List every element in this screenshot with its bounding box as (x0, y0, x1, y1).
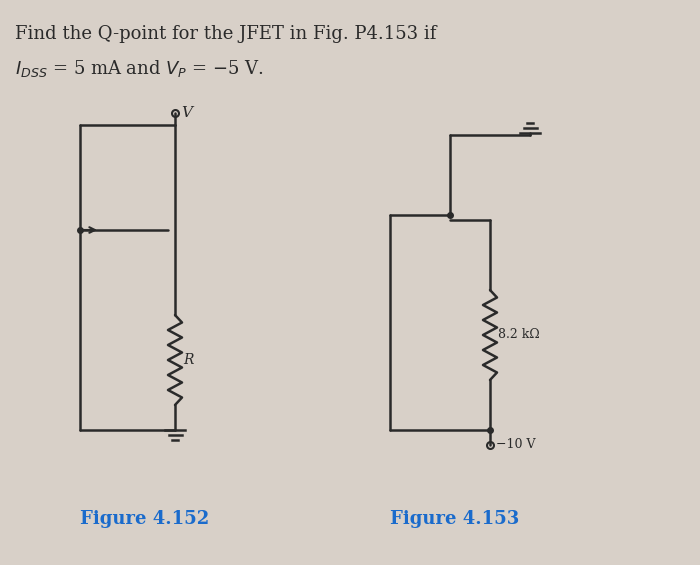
Text: Figure 4.152: Figure 4.152 (80, 510, 209, 528)
Text: R: R (183, 353, 193, 367)
Text: −10 V: −10 V (496, 438, 536, 451)
Text: 8.2 kΩ: 8.2 kΩ (498, 328, 540, 341)
Text: $I_{DSS}$ = 5 mA and $V_P$ = $-$5 V.: $I_{DSS}$ = 5 mA and $V_P$ = $-$5 V. (15, 58, 264, 79)
Text: Figure 4.153: Figure 4.153 (390, 510, 519, 528)
Text: V: V (181, 106, 192, 120)
Text: Find the Q-point for the JFET in Fig. P4.153 if: Find the Q-point for the JFET in Fig. P4… (15, 25, 436, 43)
